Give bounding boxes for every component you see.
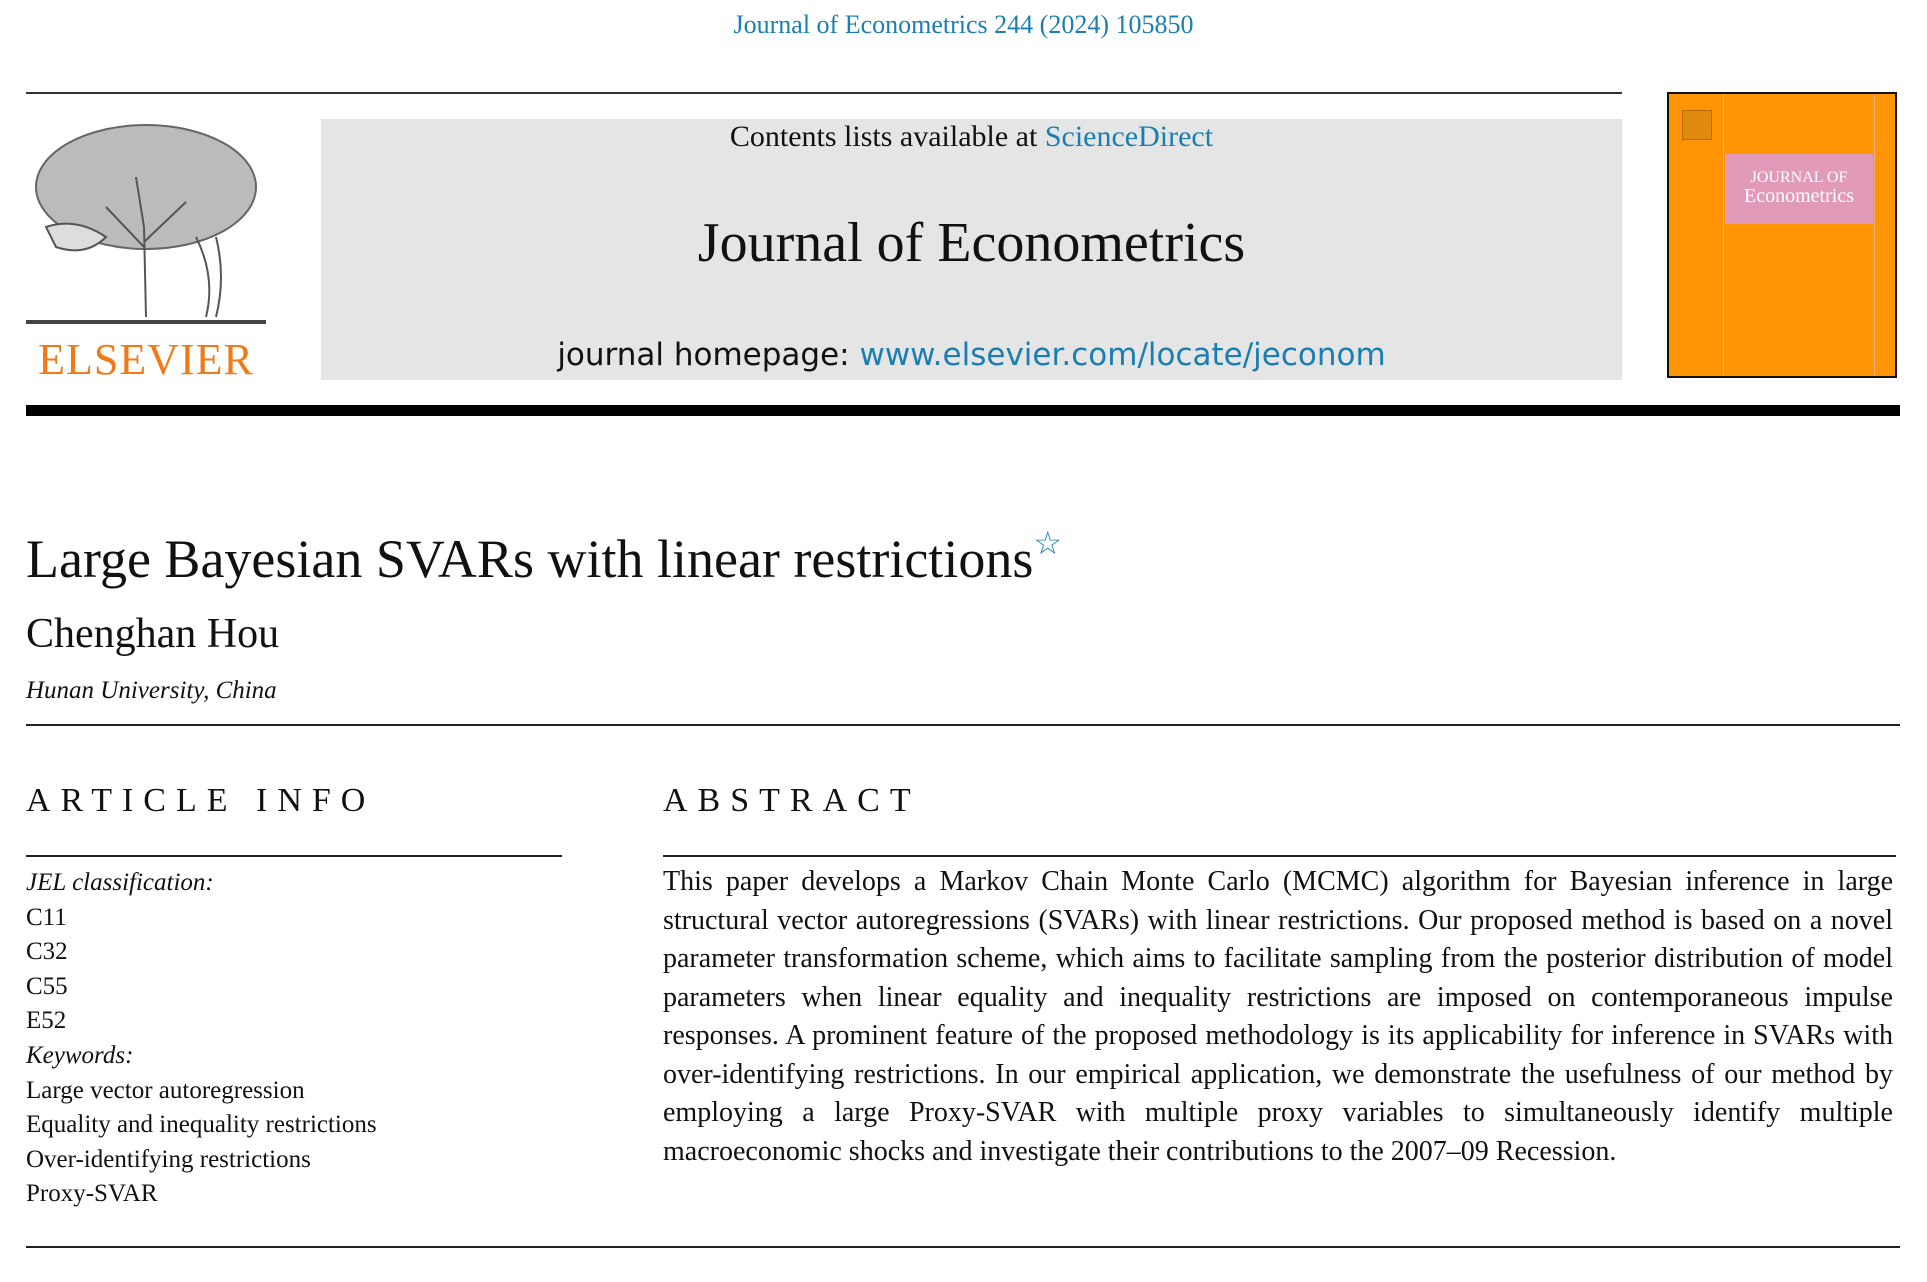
keyword: Over-identifying restrictions [26,1145,311,1173]
journal-title: Journal of Econometrics [697,212,1246,274]
elsevier-wordmark: ELSEVIER [38,335,254,384]
divider [26,1246,1900,1248]
cover-line1: JOURNAL OF [1750,169,1848,186]
sciencedirect-link[interactable]: ScienceDirect [1044,120,1214,153]
abstract-heading: ABSTRACT [663,782,921,819]
top-rule [26,92,1622,94]
article-info-heading: ARTICLE INFO [26,782,376,819]
jel-code: C11 [26,903,67,931]
homepage-link[interactable]: www.elsevier.com/locate/jeconom [859,337,1386,373]
homepage-line: journal homepage: www.elsevier.com/locat… [321,337,1622,373]
journal-header: Contents lists available at ScienceDirec… [321,119,1622,380]
homepage-prefix: journal homepage: [557,337,850,373]
article-title-text: Large Bayesian SVARs with linear restric… [26,529,1034,589]
cover-elsevier-icon [1682,110,1712,140]
keyword: Equality and inequality restrictions [26,1111,377,1139]
divider [26,855,562,857]
elsevier-logo: ELSEVIER [26,117,266,385]
star-footnote-icon[interactable]: ☆ [1033,525,1063,561]
keyword: Proxy-SVAR [26,1180,158,1208]
cover-stripe [1874,94,1875,376]
divider [663,855,1896,857]
divider [26,724,1900,726]
article-info: JEL classification: C11 C32 C55 E52 Keyw… [26,866,377,1212]
journal-cover-image: JOURNAL OF Econometrics [1667,92,1897,378]
abstract-text: This paper develops a Markov Chain Monte… [663,866,1893,1167]
journal-citation-link[interactable]: Journal of Econometrics 244 (2024) 10585… [733,10,1194,39]
contents-line: Contents lists available at ScienceDirec… [321,119,1622,155]
contents-prefix: Contents lists available at [729,120,1038,153]
jel-code: E52 [26,1007,67,1035]
header-thick-rule [26,405,1900,416]
tree-icon [26,124,266,324]
keyword: Large vector autoregression [26,1076,305,1104]
jel-code: C32 [26,938,68,966]
author-affiliation: Hunan University, China [26,677,277,704]
jel-label: JEL classification: [26,869,214,896]
jel-code: C55 [26,972,68,1000]
author-name: Chenghan Hou [26,611,280,657]
article-title: Large Bayesian SVARs with linear restric… [26,525,1063,590]
cover-title-band: JOURNAL OF Econometrics [1725,154,1873,224]
cover-line2: Econometrics [1744,185,1854,207]
keywords-label: Keywords: [26,1041,134,1069]
cover-stripe [1723,94,1724,376]
